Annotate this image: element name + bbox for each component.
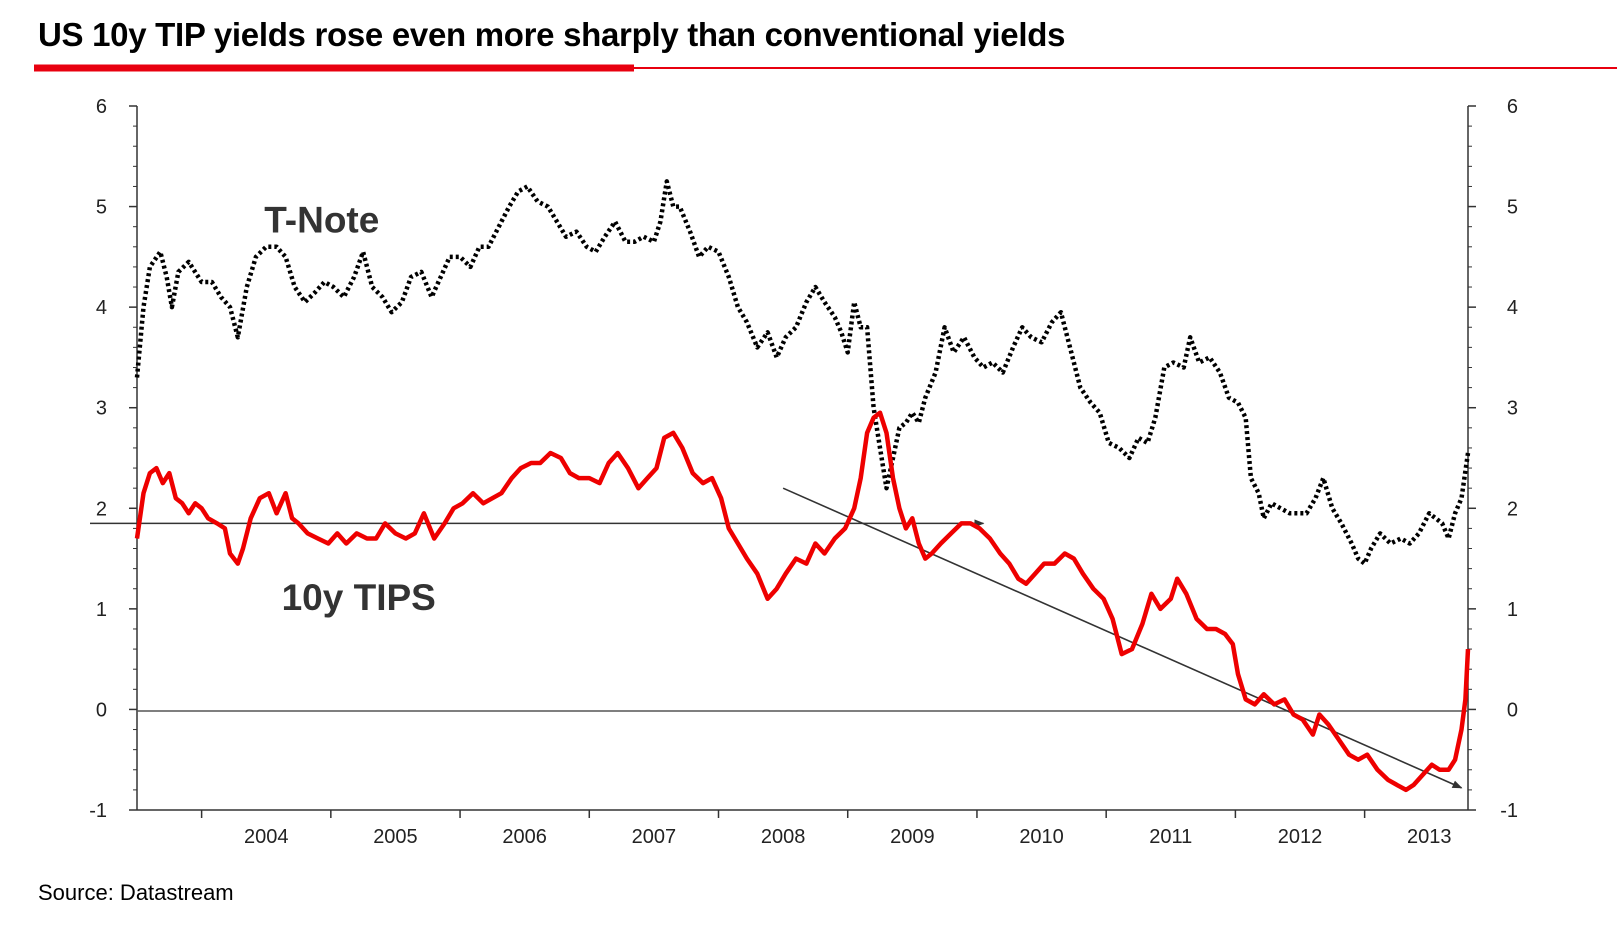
x-axis: 2004 2005 2006 2007 2008 2009 2010 2011 2012 2013: [200, 810, 1452, 848]
y-tick-label-right: 3: [1507, 398, 1518, 420]
x-tick-label: 2009: [890, 826, 935, 848]
y-tick-label-left: 0: [96, 699, 107, 721]
y-tick-label-left: -1: [89, 800, 107, 822]
y-tick-label-left: 1: [96, 599, 107, 621]
trend-arrow: [782, 487, 1463, 789]
y-axis-left: 6 5 4 3 2 1 0 -1: [89, 96, 137, 822]
y-tick-label-left: 5: [96, 197, 107, 219]
series-layer: [134, 179, 1471, 793]
y-tick-label-left: 2: [96, 498, 107, 520]
x-tick-label: 2007: [632, 826, 677, 848]
series-line-t-note: [134, 179, 1471, 566]
x-tick-label: 2004: [244, 826, 289, 848]
x-tick-label: 2010: [1019, 826, 1064, 848]
series-label-t-note: T-Note: [264, 200, 379, 241]
source-note: Source: Datastream: [38, 880, 234, 905]
x-tick-label: 2005: [373, 826, 418, 848]
x-tick-label: 2006: [502, 826, 547, 848]
x-tick-label: 2013: [1407, 826, 1452, 848]
chart-title: US 10y TIP yields rose even more sharply…: [38, 16, 1066, 53]
x-tick-label: 2011: [1149, 826, 1192, 848]
y-tick-label-right: 4: [1507, 297, 1518, 319]
y-axis-right: 6 5 4 3 2 1 0 -1: [1468, 96, 1518, 822]
y-tick-label-right: -1: [1500, 800, 1518, 822]
y-tick-label-right: 1: [1507, 599, 1518, 621]
y-tick-label-right: 6: [1507, 96, 1518, 118]
y-tick-label-left: 3: [96, 398, 107, 420]
y-tick-label-left: 6: [96, 96, 107, 118]
series-line-10y-tips: [134, 410, 1471, 793]
trend-arrows: [90, 487, 1463, 789]
series-label-10y-tips: 10y TIPS: [282, 577, 436, 618]
x-tick-label: 2008: [761, 826, 806, 848]
y-tick-label-left: 4: [96, 297, 107, 319]
x-tick-label: 2012: [1278, 826, 1323, 848]
y-tick-label-right: 0: [1507, 699, 1518, 721]
y-tick-label-right: 5: [1507, 197, 1518, 219]
y-tick-label-right: 2: [1507, 498, 1518, 520]
